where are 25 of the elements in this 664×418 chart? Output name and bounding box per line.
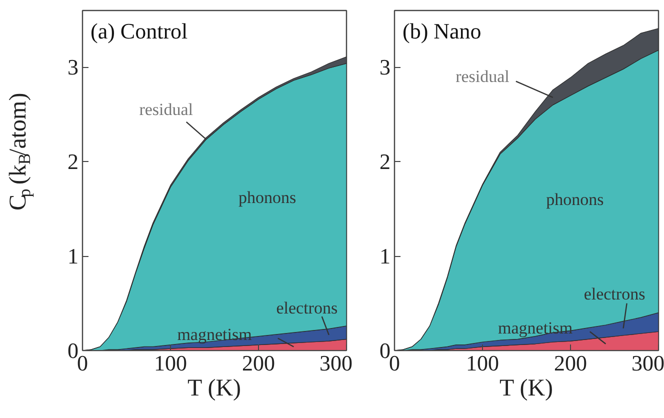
- chart-title: (a) Control: [90, 18, 188, 44]
- y-tick-label: 1: [380, 244, 390, 269]
- y-axis-title: Cp (kB/atom): [6, 92, 34, 210]
- series-label: phonons: [238, 188, 296, 207]
- y-tick-label: 3: [380, 54, 390, 80]
- series-label: electrons: [584, 284, 646, 304]
- series-label: residual: [139, 100, 194, 120]
- series-label: electrons: [276, 298, 338, 318]
- x-axis-title: T (K): [500, 376, 554, 402]
- y-tick-label: 2: [68, 149, 78, 174]
- x-tick-label: 200: [554, 350, 587, 376]
- x-tick-label: 100: [466, 350, 499, 376]
- x-tick-label: 300: [632, 350, 664, 376]
- x-axis-title: T (K): [188, 376, 242, 402]
- y-tick-label: 3: [68, 54, 78, 80]
- x-tick-label: 300: [320, 350, 352, 376]
- y-tick-label: 1: [68, 244, 78, 269]
- legend-label: magnetism: [177, 324, 252, 344]
- text: residual: [456, 67, 510, 86]
- y-tick-label: 2: [380, 149, 390, 174]
- series-label: phonons: [546, 190, 604, 209]
- chart-title: (b) Nano: [402, 18, 482, 44]
- x-tick-label: 100: [154, 350, 187, 376]
- x-tick-label: 200: [242, 350, 275, 376]
- legend-label: magnetism: [498, 318, 573, 338]
